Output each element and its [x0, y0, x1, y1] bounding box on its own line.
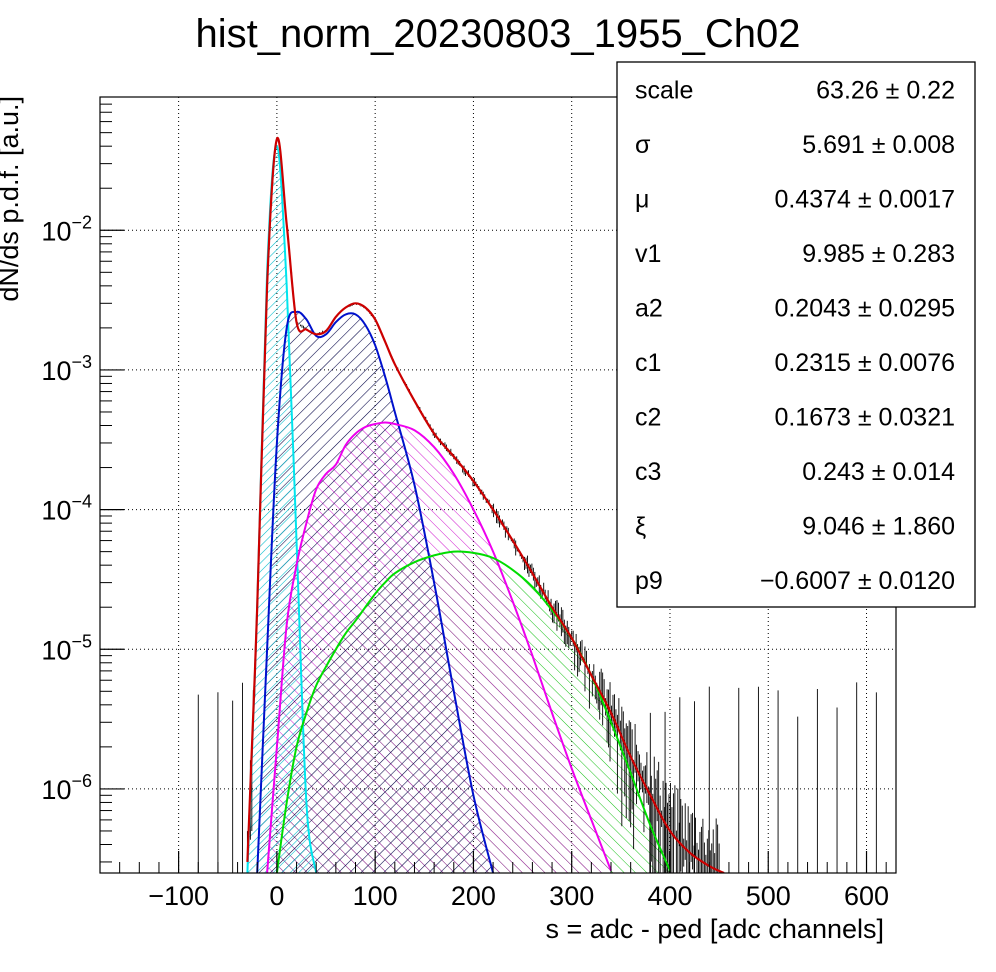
- double-pe-curve: [266, 421, 612, 873]
- single-pe-curve: [256, 310, 495, 873]
- stats-param-name: ξ: [635, 512, 646, 540]
- stats-param-value: 63.26 ± 0.22: [816, 76, 955, 104]
- stats-param-value: 9.046 ± 1.860: [802, 512, 955, 540]
- y-tick-label: 10−6: [41, 771, 92, 805]
- x-tick-label: 300: [549, 881, 594, 911]
- stats-box-frame: [616, 61, 976, 608]
- stats-param-name: v1: [635, 240, 661, 268]
- stats-param-name: a2: [635, 294, 663, 322]
- stats-param-name: μ: [635, 185, 649, 213]
- stats-param-value: 0.243 ± 0.014: [802, 458, 955, 486]
- stats-param-name: c3: [635, 458, 661, 486]
- y-tick-label: 10−3: [41, 352, 92, 386]
- stats-param-value: 0.2043 ± 0.0295: [774, 294, 955, 322]
- x-tick-label: −100: [148, 881, 209, 911]
- y-axis-label: dN/ds p.d.f. [a.u.]: [0, 96, 24, 302]
- stats-param-name: c1: [635, 349, 661, 377]
- axis-ticks: −100 0 100 200 300 400 500 600 10−6 10−5 10−4 10−3 1…: [41, 96, 889, 911]
- stats-param-value: 5.691 ± 0.008: [802, 131, 955, 159]
- stats-param-value: 0.1673 ± 0.0321: [774, 403, 955, 431]
- stats-param-value: 9.985 ± 0.283: [802, 240, 955, 268]
- x-tick-label: 0: [269, 881, 284, 911]
- total-fit-curve: [246, 136, 725, 873]
- stats-param-name: σ: [635, 131, 651, 159]
- x-axis-label: s = adc - ped [adc channels]: [546, 914, 884, 944]
- x-tick-label: 600: [844, 881, 889, 911]
- stats-box: scale 63.26 ± 0.22 σ 5.691 ± 0.008 μ 0.4374 ±…: [616, 61, 976, 608]
- stats-param-value: 0.4374 ± 0.0017: [774, 185, 955, 213]
- y-tick-label: 10−2: [41, 212, 92, 246]
- stats-param-name: scale: [635, 76, 693, 104]
- x-tick-label: 200: [451, 881, 496, 911]
- stats-param-name: p9: [635, 567, 663, 595]
- x-tick-label: 100: [353, 881, 398, 911]
- stats-param-name: c2: [635, 403, 661, 431]
- x-tick-label: 400: [647, 881, 692, 911]
- component-fills: [247, 146, 670, 873]
- stats-param-value: −0.6007 ± 0.0120: [760, 567, 955, 595]
- chart-title: hist_norm_20230803_1955_Ch02: [196, 12, 801, 56]
- y-tick-label: 10−5: [41, 631, 92, 665]
- y-tick-label: 10−4: [41, 492, 92, 526]
- fit-curves: [246, 136, 725, 873]
- x-tick-label: 500: [746, 881, 791, 911]
- stats-param-value: 0.2315 ± 0.0076: [774, 349, 955, 377]
